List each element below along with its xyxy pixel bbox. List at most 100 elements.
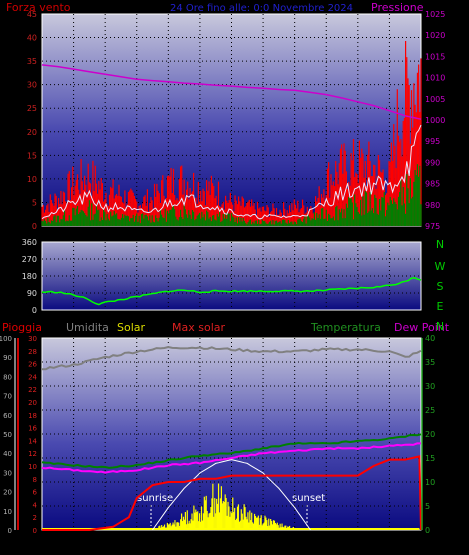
temperature-y-tick-label: 40 xyxy=(425,334,435,343)
humidity-y-tick-label: 0 xyxy=(8,527,12,535)
humidity-y-tick-label: 90 xyxy=(3,354,12,362)
temperature-y-tick-label: 35 xyxy=(425,358,435,367)
temperature-x-tick-label: 02 xyxy=(68,540,79,550)
dewpoint-label: Dew Point xyxy=(394,321,450,334)
humidity-y-tick-label: 70 xyxy=(3,393,12,401)
compass-label: N xyxy=(436,238,444,251)
wind-x-tick-label: 10 xyxy=(194,231,206,241)
temperature-label: Temperatura xyxy=(310,321,381,334)
humidity-y-tick-label: 10 xyxy=(3,508,12,516)
max-solar-curve xyxy=(152,459,311,531)
temperature-y-tick-label: 20 xyxy=(425,430,435,439)
wind-speed-label: Forza vento xyxy=(6,1,71,14)
rain-y-tick-label: 2 xyxy=(33,514,37,522)
wind-average-line xyxy=(41,124,422,220)
temperature-y-tick-label: 15 xyxy=(425,454,435,463)
temperature-y-tick-label: 25 xyxy=(425,406,435,415)
humidity-y-tick-label: 100 xyxy=(0,335,12,343)
pressure-y-tick-label: 995 xyxy=(425,137,440,146)
rain-label: Pioggia xyxy=(2,321,42,334)
wind-y-tick-label: 5 xyxy=(32,198,37,207)
temperature-x-tick-label: 04 xyxy=(99,540,111,550)
temperature-y-tick-label: 0 xyxy=(425,526,430,535)
chart-title: 24 Ore fino alle: 0:0 Novembre 2024 xyxy=(170,3,353,14)
temperature-x-tick-label: 06 xyxy=(131,540,143,550)
rain-y-tick-label: 6 xyxy=(33,489,38,497)
solar-label: Solar xyxy=(117,321,146,334)
wind-direction-line xyxy=(41,277,422,306)
temperature-y-tick-label: 30 xyxy=(425,382,435,391)
rain-y-tick-label: 22 xyxy=(28,386,37,394)
temperature-x-tick-label: 10 xyxy=(194,540,206,550)
temperature-x-tick-label: 18 xyxy=(321,540,333,550)
rain-y-tick-label: 30 xyxy=(28,335,37,343)
wind-x-tick-label: 02 xyxy=(68,231,79,241)
wind-x-tick-label: 20 xyxy=(352,231,364,241)
wind-x-tick-label: 00 xyxy=(415,231,427,241)
pressure-y-tick-label: 1015 xyxy=(425,52,445,61)
humidity-y-tick-label: 50 xyxy=(3,431,12,439)
direction-y-tick-label: 90 xyxy=(27,289,37,298)
wind-x-tick-label: 18 xyxy=(321,231,333,241)
direction-y-tick-label: 180 xyxy=(22,272,37,281)
rain-y-tick-label: 14 xyxy=(28,437,37,445)
wind-x-tick-label: 12 xyxy=(226,231,237,241)
humidity-y-tick-label: 60 xyxy=(3,412,12,420)
rain-y-tick-label: 4 xyxy=(33,501,38,509)
wind-y-tick-label: 15 xyxy=(27,151,37,160)
pressure-y-tick-label: 980 xyxy=(425,201,440,210)
rain-y-tick-label: 28 xyxy=(28,348,37,356)
wind-y-tick-label: 30 xyxy=(27,81,37,90)
pressure-line xyxy=(41,64,422,120)
rain-y-tick-label: 18 xyxy=(28,412,37,420)
pressure-y-tick-label: 1005 xyxy=(425,95,445,104)
wind-x-tick-label: 22 xyxy=(384,231,395,241)
rain-y-tick-label: 26 xyxy=(28,361,37,369)
pressure-y-tick-label: 1025 xyxy=(425,10,445,19)
dewpoint-line xyxy=(41,442,421,474)
rain-y-tick-label: 20 xyxy=(28,399,37,407)
compass-label: S xyxy=(437,280,444,293)
pressure-y-tick-label: 1000 xyxy=(425,116,445,125)
rain-y-tick-label: 16 xyxy=(28,425,37,433)
temperature-x-tick-label: 12 xyxy=(226,540,237,550)
pressure-y-tick-label: 1020 xyxy=(425,31,445,40)
wind-y-tick-label: 10 xyxy=(27,175,37,184)
compass-label: W xyxy=(435,260,446,273)
wind-y-tick-label: 20 xyxy=(27,128,37,137)
humidity-y-tick-label: 20 xyxy=(3,489,12,497)
temperature-y-tick-label: 10 xyxy=(425,478,435,487)
wind-y-tick-label: 0 xyxy=(32,222,37,231)
compass-label: N xyxy=(436,320,444,333)
temperature-line xyxy=(41,433,422,469)
temperature-x-tick-label: 16 xyxy=(289,540,301,550)
temperature-x-tick-label: 00 xyxy=(415,540,427,550)
temperature-x-tick-label: 20 xyxy=(352,540,364,550)
temperature-y-tick-label: 5 xyxy=(425,502,430,511)
direction-y-tick-label: 360 xyxy=(22,238,37,247)
max-solar-label: Max solar xyxy=(172,321,225,334)
wind-y-tick-label: 35 xyxy=(27,57,37,66)
pressure-y-tick-label: 975 xyxy=(425,222,440,231)
wind-y-tick-label: 40 xyxy=(27,34,37,43)
sunrise-annotation: sunrise xyxy=(137,493,173,504)
pressure-y-tick-label: 990 xyxy=(425,158,440,167)
rain-y-tick-label: 8 xyxy=(33,476,37,484)
wind-x-tick-label: 08 xyxy=(163,231,175,241)
humidity-y-tick-label: 40 xyxy=(3,450,12,458)
wind-x-tick-label: 06 xyxy=(131,231,143,241)
pressure-y-tick-label: 1010 xyxy=(425,74,445,83)
wind-x-tick-label: 16 xyxy=(289,231,301,241)
rain-line xyxy=(42,455,422,531)
sunset-annotation: sunset xyxy=(292,493,325,504)
humidity-label: Umidita xyxy=(66,321,109,334)
rain-y-tick-label: 24 xyxy=(28,373,37,381)
wind-x-tick-label: 14 xyxy=(257,231,269,241)
direction-y-tick-label: 0 xyxy=(32,306,37,315)
compass-label: E xyxy=(437,300,444,313)
wind-y-tick-label: 45 xyxy=(27,10,37,19)
wind-y-tick-label: 25 xyxy=(27,104,37,113)
rain-y-tick-label: 0 xyxy=(33,527,37,535)
wind-x-tick-label: 04 xyxy=(99,231,111,241)
